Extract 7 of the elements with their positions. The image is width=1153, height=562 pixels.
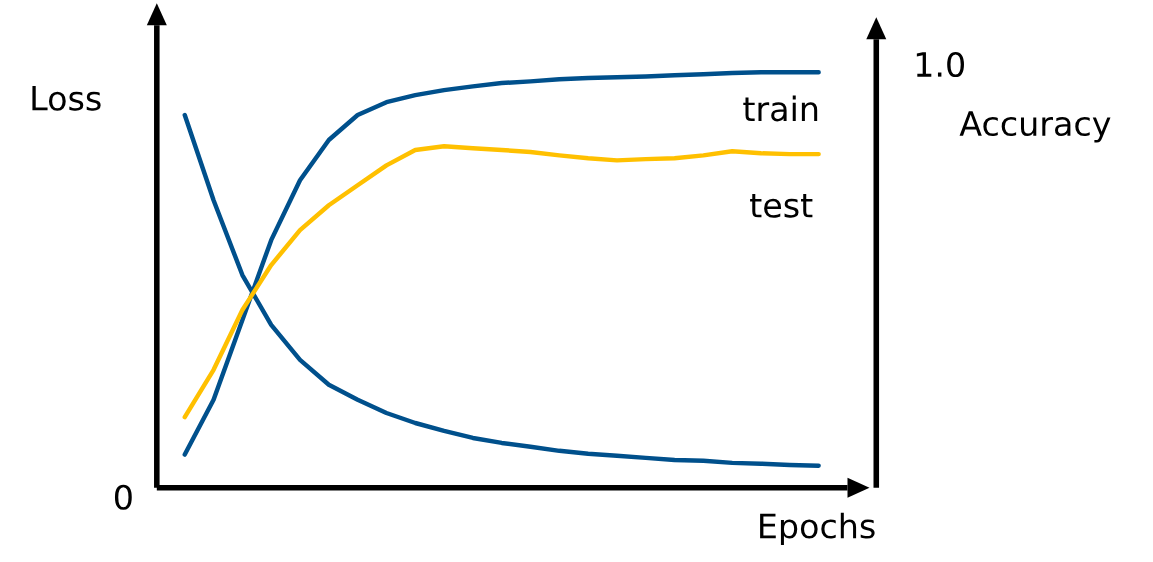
x-axis-title: Epochs bbox=[760, 512, 875, 546]
y2-axis-title: Accuracy bbox=[959, 111, 1111, 143]
y-axis-title: Loss bbox=[32, 86, 101, 111]
text: 1.0 bbox=[916, 51, 964, 78]
text: 0 bbox=[114, 484, 132, 510]
series-label: train bbox=[743, 95, 818, 122]
series-label: test bbox=[750, 193, 813, 218]
